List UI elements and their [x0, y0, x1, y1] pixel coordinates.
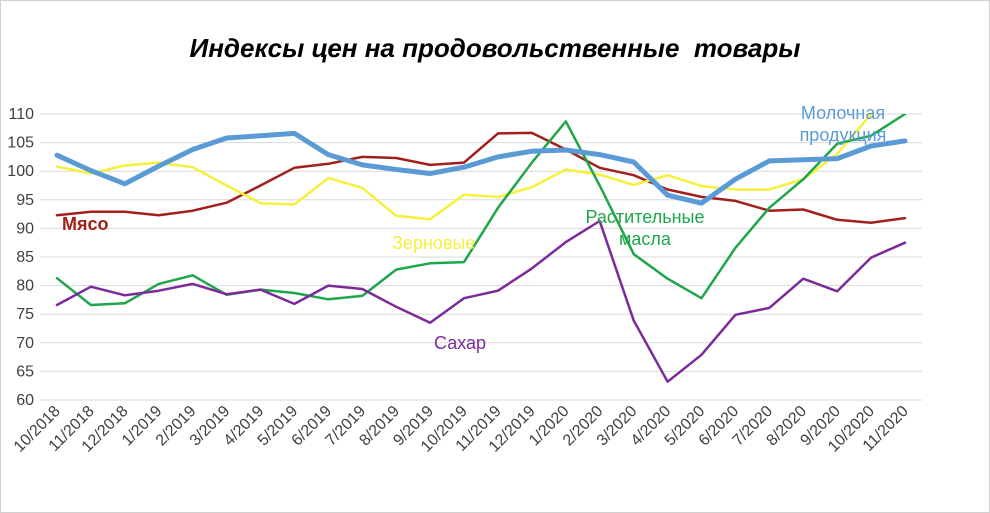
y-tick-label: 85	[16, 249, 34, 266]
series-label-line: Сахар	[434, 333, 486, 353]
series-label-line: Мясо	[62, 214, 109, 234]
y-tick-label: 80	[16, 278, 34, 295]
y-tick-label: 100	[7, 163, 34, 180]
y-tick-label: 70	[16, 335, 34, 352]
series-label-4: Молочная продукция	[800, 103, 887, 145]
series-line-4	[54, 130, 908, 206]
chart-title: Индексы цен на продовольственные товары	[189, 33, 801, 63]
series-label-1: Зерновые	[392, 233, 475, 253]
y-tick-label: 105	[7, 135, 34, 152]
series-label-2: Растительные масла	[586, 207, 705, 249]
y-tick-label: 95	[16, 192, 34, 209]
series-label-line: масла	[619, 229, 672, 249]
series-line-2	[55, 114, 907, 307]
series-label-line: продукция	[800, 125, 887, 145]
y-tick-label: 110	[8, 106, 34, 123]
series-line-0	[55, 131, 907, 224]
series-label-3: Сахар	[434, 333, 486, 353]
series-label-line: Растительные	[586, 207, 705, 227]
series-line-1	[55, 114, 873, 221]
y-tick-label: 60	[16, 392, 34, 409]
series-label-0: Мясо	[62, 214, 109, 234]
series-label-line: Зерновые	[392, 233, 475, 253]
y-tick-label: 90	[16, 220, 34, 237]
series-label-line: Молочная	[801, 103, 885, 123]
y-tick-label: 75	[16, 306, 34, 323]
series-line-3	[55, 219, 907, 383]
y-tick-label: 65	[16, 363, 34, 380]
